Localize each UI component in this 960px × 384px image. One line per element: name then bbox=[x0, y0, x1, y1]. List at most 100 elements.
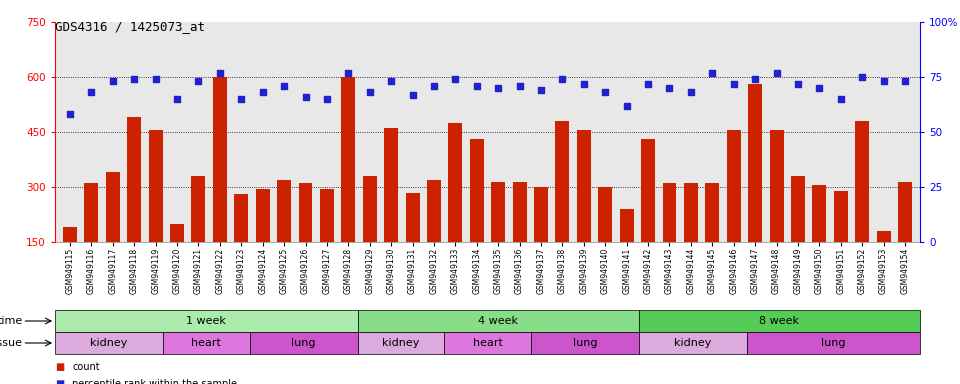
Point bbox=[491, 85, 506, 91]
Bar bbox=[358, 332, 444, 354]
Point bbox=[705, 70, 720, 76]
Point bbox=[426, 83, 442, 89]
Bar bbox=[513, 182, 527, 242]
Bar bbox=[427, 180, 441, 242]
Bar bbox=[898, 182, 912, 242]
Text: kidney: kidney bbox=[90, 338, 128, 348]
Point bbox=[298, 94, 313, 100]
Bar bbox=[63, 227, 77, 242]
Bar bbox=[620, 209, 634, 242]
Bar bbox=[320, 189, 334, 242]
Point bbox=[212, 70, 228, 76]
Point bbox=[555, 76, 570, 82]
Bar bbox=[149, 130, 162, 242]
Point bbox=[84, 89, 99, 96]
Text: GDS4316 / 1425073_at: GDS4316 / 1425073_at bbox=[55, 20, 205, 33]
Bar bbox=[770, 130, 783, 242]
Text: time: time bbox=[0, 316, 23, 326]
Text: kidney: kidney bbox=[674, 338, 711, 348]
Bar bbox=[163, 332, 250, 354]
Text: count: count bbox=[72, 362, 100, 372]
Bar bbox=[638, 310, 920, 332]
Bar bbox=[384, 128, 398, 242]
Point bbox=[661, 85, 677, 91]
Text: heart: heart bbox=[472, 338, 502, 348]
Point bbox=[447, 76, 463, 82]
Point bbox=[898, 78, 913, 84]
Point bbox=[854, 74, 870, 80]
Point bbox=[619, 103, 635, 109]
Bar bbox=[342, 77, 355, 242]
Bar bbox=[406, 192, 420, 242]
Point bbox=[148, 76, 163, 82]
Point bbox=[597, 89, 612, 96]
Point bbox=[769, 70, 784, 76]
Point bbox=[512, 83, 527, 89]
Bar bbox=[684, 183, 698, 242]
Bar bbox=[556, 121, 569, 242]
Bar bbox=[55, 310, 358, 332]
Point bbox=[726, 81, 741, 87]
Point bbox=[362, 89, 377, 96]
Text: lung: lung bbox=[292, 338, 316, 348]
Bar bbox=[834, 191, 848, 242]
Text: ■: ■ bbox=[55, 362, 64, 372]
Point bbox=[790, 81, 805, 87]
Bar bbox=[876, 231, 891, 242]
Bar bbox=[358, 310, 638, 332]
Bar bbox=[747, 332, 920, 354]
Bar bbox=[812, 185, 827, 242]
Text: 8 week: 8 week bbox=[759, 316, 800, 326]
Text: kidney: kidney bbox=[382, 338, 420, 348]
Text: 4 week: 4 week bbox=[478, 316, 518, 326]
Point bbox=[233, 96, 249, 102]
Bar bbox=[662, 183, 677, 242]
Bar bbox=[299, 183, 312, 242]
Point bbox=[320, 96, 335, 102]
Bar bbox=[641, 139, 655, 242]
Point bbox=[534, 87, 549, 93]
Point bbox=[255, 89, 271, 96]
Point bbox=[191, 78, 206, 84]
Bar bbox=[444, 332, 531, 354]
Bar bbox=[638, 332, 747, 354]
Bar bbox=[55, 332, 163, 354]
Text: lung: lung bbox=[572, 338, 597, 348]
Bar bbox=[106, 172, 120, 242]
Bar bbox=[191, 176, 205, 242]
Point bbox=[383, 78, 398, 84]
Bar bbox=[255, 189, 270, 242]
Bar bbox=[128, 118, 141, 242]
Bar bbox=[531, 332, 638, 354]
Text: lung: lung bbox=[821, 338, 846, 348]
Bar bbox=[577, 130, 590, 242]
Point bbox=[576, 81, 591, 87]
Point bbox=[169, 96, 184, 102]
Bar bbox=[363, 176, 376, 242]
Bar bbox=[84, 183, 98, 242]
Point bbox=[127, 76, 142, 82]
Bar bbox=[448, 123, 463, 242]
Bar bbox=[234, 194, 249, 242]
Bar bbox=[706, 183, 719, 242]
Text: percentile rank within the sample: percentile rank within the sample bbox=[72, 379, 237, 384]
Bar bbox=[855, 121, 869, 242]
Bar bbox=[598, 187, 612, 242]
Bar bbox=[469, 139, 484, 242]
Bar bbox=[748, 84, 762, 242]
Bar bbox=[727, 130, 741, 242]
Text: tissue: tissue bbox=[0, 338, 23, 348]
Point bbox=[812, 85, 828, 91]
Bar bbox=[791, 176, 804, 242]
Bar bbox=[534, 187, 548, 242]
Point bbox=[876, 78, 891, 84]
Point bbox=[341, 70, 356, 76]
Point bbox=[640, 81, 656, 87]
Bar bbox=[250, 332, 358, 354]
Text: ■: ■ bbox=[55, 379, 64, 384]
Point bbox=[276, 83, 292, 89]
Bar bbox=[277, 180, 291, 242]
Point bbox=[469, 83, 485, 89]
Point bbox=[62, 111, 78, 118]
Bar bbox=[492, 182, 505, 242]
